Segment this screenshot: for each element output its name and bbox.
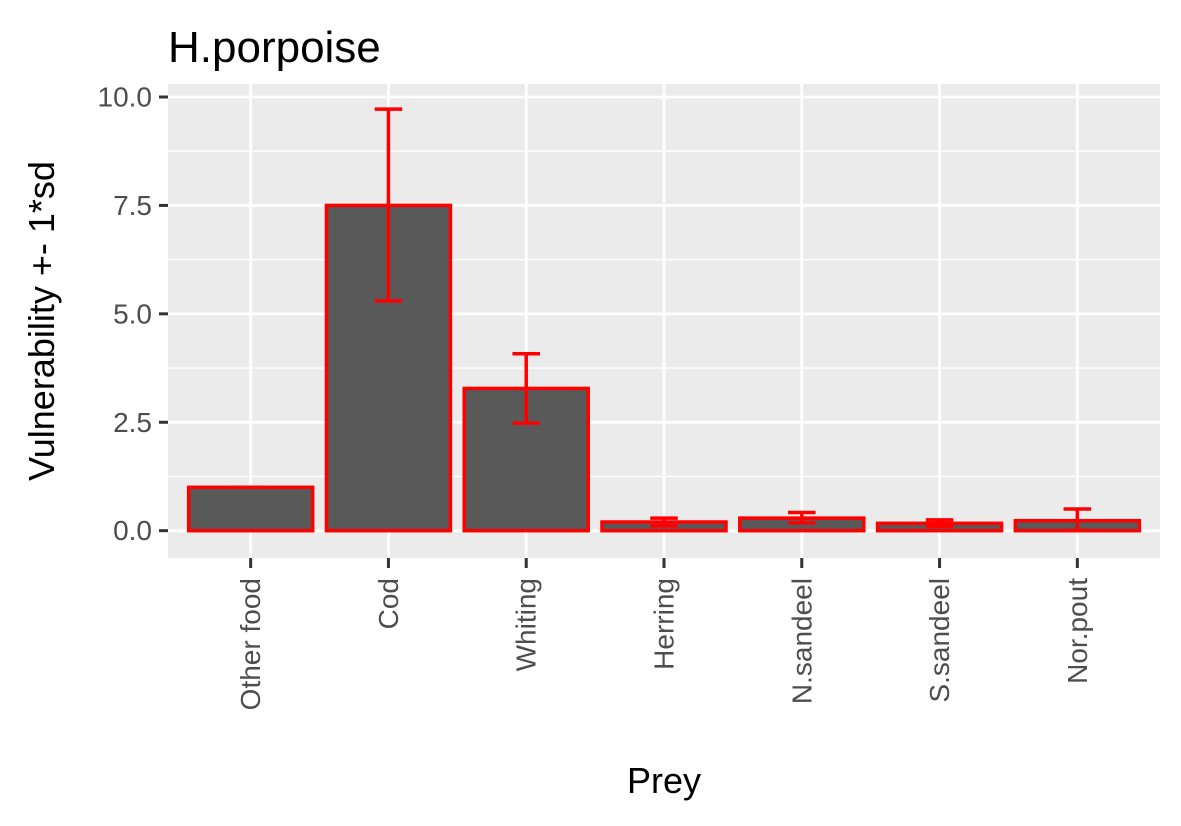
y-axis-title: Vulnerability +- 1*sd: [21, 161, 62, 481]
y-tick-label: 10.0: [98, 82, 153, 113]
error-bar: [1063, 507, 1092, 533]
x-tick-label: N.sandeel: [786, 578, 817, 704]
y-tick-label: 2.5: [113, 407, 152, 438]
y-tick-label: 7.5: [113, 190, 152, 221]
error-bar: [650, 516, 678, 528]
chart-title: H.porpoise: [168, 23, 381, 72]
x-tick-label: S.sandeel: [924, 578, 955, 703]
x-tick-label: Cod: [373, 578, 404, 629]
x-tick-label: Herring: [649, 578, 680, 670]
error-bar: [374, 107, 403, 303]
y-tick-label: 0.0: [113, 515, 152, 546]
error-bar: [925, 518, 954, 529]
y-axis: 0.0 2.5 5.0 7.5 10.0: [98, 82, 168, 546]
bar-other-food: [186, 485, 315, 533]
error-bar: [512, 351, 540, 425]
y-tick-label: 5.0: [113, 298, 152, 329]
error-bar: [788, 510, 816, 525]
x-tick-label: Whiting: [511, 578, 542, 671]
x-tick-label: Other food: [235, 578, 266, 710]
x-axis-title: Prey: [627, 760, 701, 801]
x-tick-label: Nor.pout: [1062, 578, 1093, 684]
x-axis: Other food Cod Whiting Herring N.sandeel S.sa…: [235, 558, 1093, 710]
error-bars: [236, 107, 1092, 533]
